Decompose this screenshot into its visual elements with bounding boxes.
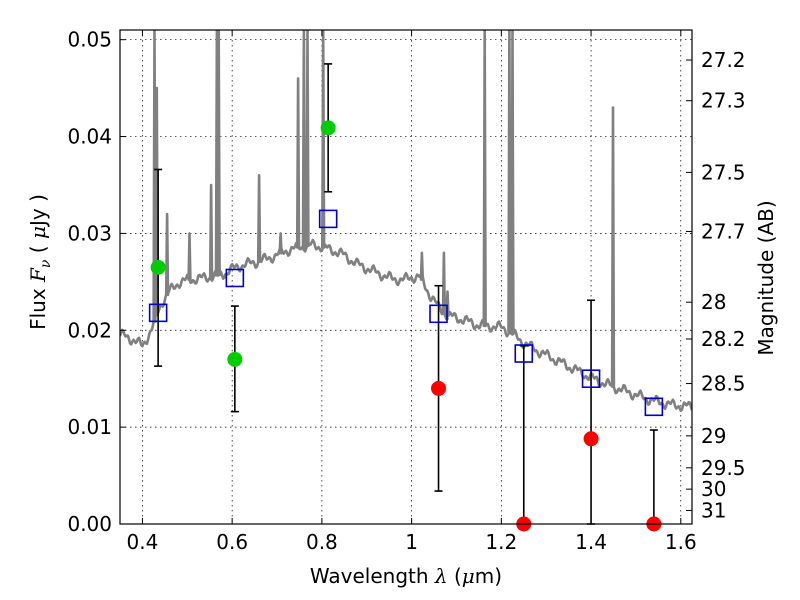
model-photometry-square <box>318 209 338 229</box>
detection-point <box>227 351 243 367</box>
y2-tick-label: 27.7 <box>701 219 746 243</box>
marker-layer <box>148 120 664 532</box>
model-photometry-square <box>581 369 601 389</box>
y-axis-label: Flux Fν ( μJy ) <box>26 194 54 330</box>
model-photometry-square <box>429 304 448 324</box>
x-tick-label: 0.6 <box>216 530 248 554</box>
y2-tick-label: 27.3 <box>701 89 746 113</box>
y2-tick-label: 30 <box>701 477 726 501</box>
y2-axis-label: Magnitude (AB) <box>754 200 778 355</box>
y2-tick-label: 29 <box>701 424 726 448</box>
y2-tick-label: 31 <box>701 498 726 522</box>
x-axis-label: Wavelength λ (μm) <box>310 564 502 588</box>
x-tick-label: 0.8 <box>306 530 338 554</box>
non-detection-point <box>583 431 599 447</box>
y-tick-label: 0.01 <box>67 415 112 439</box>
y2-tick-label: 28.5 <box>701 372 746 396</box>
model-photometry-square <box>514 344 534 363</box>
tick-layer: 0.4 0.6 0.8 1 1.2 1.4 1.6 0.00 0.01 0.02 0.03 0.04 0… <box>67 28 745 554</box>
x-tick-label: 0.4 <box>127 530 159 554</box>
y-tick-label: 0.04 <box>67 125 112 149</box>
y2-tick-label: 27.2 <box>701 48 746 72</box>
y2-tick-label: 27.5 <box>701 160 746 184</box>
model-photometry-square <box>148 303 168 323</box>
y-tick-label: 0.02 <box>67 318 112 342</box>
y2-tick-label: 29.5 <box>701 456 746 480</box>
model-photometry-square <box>644 397 664 417</box>
detection-point <box>150 259 166 275</box>
x-tick-label: 1.4 <box>575 530 607 554</box>
model-photometry-square <box>225 268 245 288</box>
y2-tick-label: 28.2 <box>701 327 746 351</box>
detection-point <box>320 120 336 136</box>
spectrum-line <box>120 30 692 412</box>
y-tick-label: 0.05 <box>67 28 112 52</box>
y2-tick-label: 28 <box>701 290 726 314</box>
plot-frame <box>119 29 693 525</box>
y-tick-label: 0.03 <box>67 221 112 245</box>
spectrum-layer <box>120 30 692 412</box>
x-tick-label: 1.2 <box>485 530 517 554</box>
x-tick-label: 1.6 <box>665 530 697 554</box>
x-tick-label: 1 <box>405 530 418 554</box>
non-detection-point <box>431 380 447 396</box>
y-tick-label: 0.00 <box>67 512 112 536</box>
